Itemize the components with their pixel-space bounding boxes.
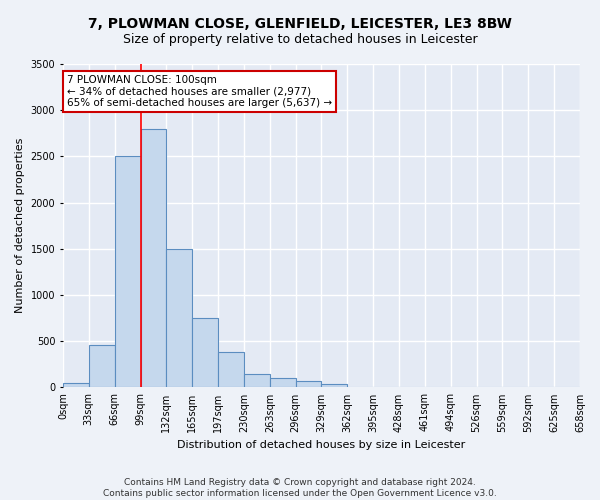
Text: Size of property relative to detached houses in Leicester: Size of property relative to detached ho… (122, 32, 478, 46)
Y-axis label: Number of detached properties: Number of detached properties (15, 138, 25, 314)
Bar (192, 318, 218, 388)
Bar (218, 352, 244, 388)
Bar (115, 156, 140, 388)
Text: 7, PLOWMAN CLOSE, GLENFIELD, LEICESTER, LE3 8BW: 7, PLOWMAN CLOSE, GLENFIELD, LEICESTER, … (88, 18, 512, 32)
Bar (244, 374, 270, 388)
Bar (347, 386, 373, 388)
Text: Contains HM Land Registry data © Crown copyright and database right 2024.
Contai: Contains HM Land Registry data © Crown c… (103, 478, 497, 498)
Bar (166, 249, 192, 388)
Bar (140, 128, 166, 388)
X-axis label: Distribution of detached houses by size in Leicester: Distribution of detached houses by size … (178, 440, 466, 450)
Bar (89, 345, 115, 388)
Bar (270, 378, 296, 388)
Text: 7 PLOWMAN CLOSE: 100sqm
← 34% of detached houses are smaller (2,977)
65% of semi: 7 PLOWMAN CLOSE: 100sqm ← 34% of detache… (67, 75, 332, 108)
Bar (322, 384, 347, 388)
Bar (296, 381, 322, 388)
Bar (63, 383, 89, 388)
